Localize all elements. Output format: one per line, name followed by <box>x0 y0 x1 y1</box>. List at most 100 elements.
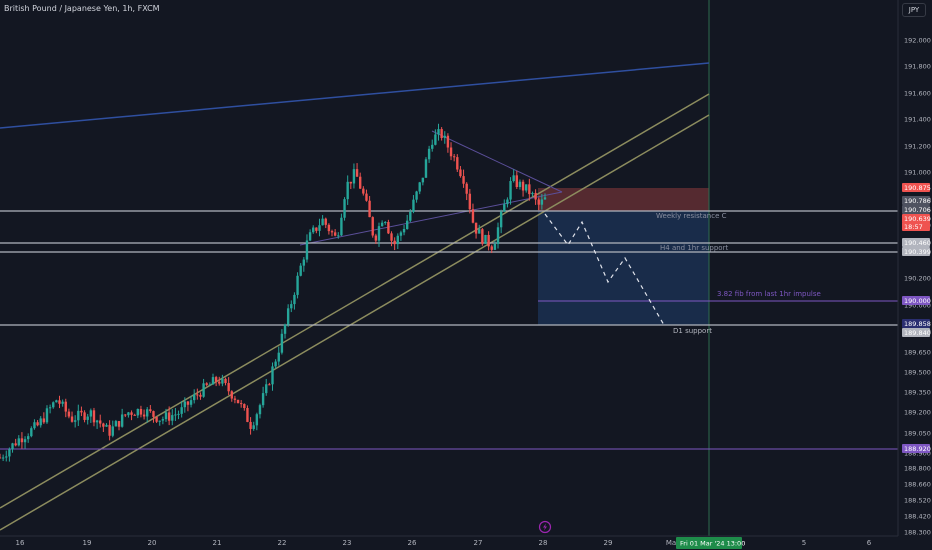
candle-body <box>446 135 450 148</box>
lightning-icon[interactable] <box>538 520 552 534</box>
candle-body <box>80 410 83 413</box>
candle-body <box>83 412 86 420</box>
upper-trend-line[interactable] <box>0 62 710 129</box>
candle-body <box>396 235 399 245</box>
candle-body <box>230 391 233 399</box>
candle-body <box>443 135 446 139</box>
candle-body <box>202 383 205 397</box>
time-tick-label: 5 <box>802 539 806 547</box>
candle-body <box>312 227 315 233</box>
candle-body <box>315 227 318 231</box>
candle-body <box>459 169 462 177</box>
candle-body <box>127 412 130 416</box>
candle-body <box>402 229 406 233</box>
candle-body <box>427 148 431 160</box>
candle-body <box>290 304 293 309</box>
channel-line-upper[interactable] <box>0 93 710 509</box>
candle-body <box>421 177 425 183</box>
lightning-icon-bolt <box>543 523 547 531</box>
candle-body <box>64 401 67 412</box>
projected-path[interactable] <box>544 213 665 326</box>
price-badge-label: 18:57 <box>904 223 923 231</box>
candle-body <box>371 217 374 236</box>
candle-body <box>164 412 168 420</box>
time-tick-label: 16 <box>16 539 25 547</box>
channel-line-lower[interactable] <box>0 114 710 531</box>
candle-body <box>17 438 20 446</box>
wedge-line-bottom[interactable] <box>299 191 563 246</box>
candle-body <box>349 181 353 184</box>
candle-body <box>14 443 17 446</box>
candle-body <box>58 400 61 404</box>
candle-body <box>67 411 71 417</box>
candle-body <box>424 159 428 178</box>
time-tick-label: 23 <box>343 539 352 547</box>
candle-body <box>218 381 221 384</box>
price-badge-label: 189.858 <box>904 320 931 328</box>
candle-body <box>36 422 39 426</box>
candle-body <box>105 424 108 427</box>
candle-body <box>23 439 27 443</box>
candle-body <box>474 222 478 234</box>
candle-body <box>399 232 403 236</box>
candle-body <box>155 416 158 422</box>
candle-body <box>11 443 14 450</box>
candle-body <box>186 401 190 405</box>
price-axis-background <box>898 0 932 550</box>
price-badge <box>902 214 930 223</box>
candle-body <box>252 425 255 429</box>
candle-body <box>211 377 215 385</box>
candle-body <box>499 211 503 228</box>
candle-body <box>415 191 418 200</box>
candle-body <box>503 204 506 212</box>
time-tick-label: 21 <box>213 539 222 547</box>
candle-body <box>77 410 80 421</box>
candle-body <box>330 231 334 233</box>
price-tick-label: 191.200 <box>904 143 931 151</box>
candle-body <box>61 401 64 404</box>
candle-body <box>120 414 124 427</box>
price-badge-label: 190.399 <box>904 248 931 256</box>
candle-body <box>515 175 519 188</box>
candle-body <box>409 211 412 221</box>
currency-button[interactable]: JPY <box>902 3 926 17</box>
candle-body <box>39 418 42 426</box>
price-badge-label: 190.875 <box>904 184 931 192</box>
candle-body <box>405 220 409 230</box>
candle-body <box>487 234 490 247</box>
candle-body <box>456 157 459 170</box>
price-tick-label: 189.050 <box>904 430 931 438</box>
candle-body <box>528 184 531 195</box>
candle-body <box>293 294 296 305</box>
price-tick-label: 188.300 <box>904 529 931 537</box>
take-profit-zone <box>538 211 709 325</box>
candle-body <box>48 407 52 409</box>
fib-label: 3.82 fib from last 1hr impulse <box>717 290 821 298</box>
candle-body <box>239 403 243 405</box>
candle-body <box>5 456 8 458</box>
candle-body <box>149 409 152 412</box>
candle-body <box>236 399 240 404</box>
crosshair-date-label: Fri 01 Mar '24 13:00 <box>680 540 745 548</box>
candle-body <box>55 400 58 403</box>
candle-body <box>196 394 199 396</box>
candles-group <box>0 123 547 462</box>
candle-body <box>246 407 249 422</box>
candle-body <box>418 182 421 192</box>
price-tick-label: 188.800 <box>904 465 931 473</box>
time-tick-label: 27 <box>474 539 483 547</box>
candle-body <box>384 221 387 223</box>
candle-body <box>387 221 390 234</box>
time-tick-label: 26 <box>408 539 417 547</box>
wedge-line-top[interactable] <box>431 130 563 193</box>
candle-body <box>142 414 146 417</box>
candle-body <box>86 416 89 420</box>
candle-body <box>208 384 212 386</box>
candle-body <box>89 410 93 417</box>
price-badge <box>902 296 930 305</box>
weekly-resistance-label: Weekly resistance C <box>656 212 727 220</box>
price-badge <box>902 238 930 247</box>
